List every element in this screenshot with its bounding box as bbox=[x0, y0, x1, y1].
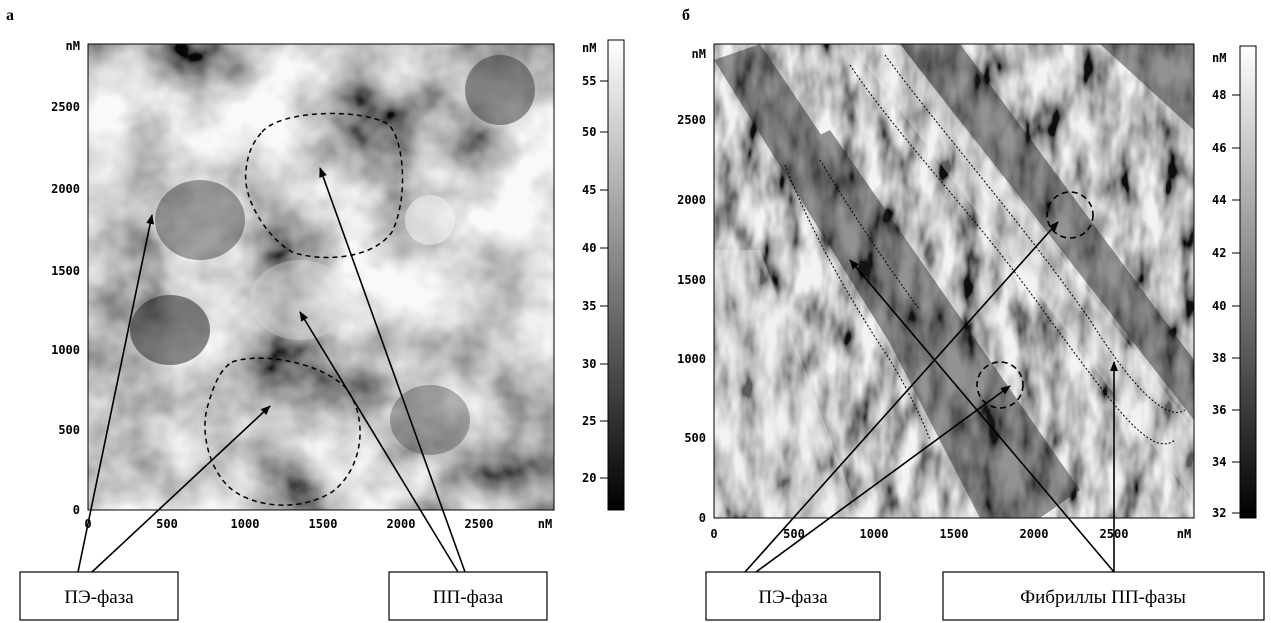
scale-tick-label: 44 bbox=[1212, 193, 1226, 207]
arrow-pe-2-b bbox=[755, 385, 1011, 573]
scale-tick-label: 35 bbox=[582, 299, 596, 313]
y-tick-label: 2000 bbox=[51, 182, 80, 196]
scale-unit-a: nM bbox=[582, 41, 596, 55]
x-unit-a: nM bbox=[538, 517, 552, 531]
label-fibrils-b: Фибриллы ПП-фазы bbox=[1020, 587, 1186, 608]
scale-tick-label: 34 bbox=[1212, 455, 1226, 469]
x-unit-b: nM bbox=[1177, 527, 1191, 541]
dashed-region-lower-a bbox=[204, 357, 361, 506]
y-tick-label: 500 bbox=[58, 423, 80, 437]
scale-tick-label: 32 bbox=[1212, 506, 1226, 520]
scale-tick-label: 25 bbox=[582, 414, 596, 428]
panel-letter-b: б bbox=[682, 7, 690, 24]
y-axis-a: nM 2500 2000 1500 1000 500 0 bbox=[51, 39, 80, 517]
panel-letter-a: а bbox=[6, 7, 14, 24]
scale-tick-label: 38 bbox=[1212, 351, 1226, 365]
scale-tick-label: 30 bbox=[582, 357, 596, 371]
fibril-outline-4-b bbox=[819, 159, 921, 311]
dashed-circle-upper-b bbox=[1046, 191, 1094, 239]
scale-tick-label: 48 bbox=[1212, 88, 1226, 102]
x-tick-label: 1500 bbox=[940, 527, 969, 541]
y-axis-b: nM 2500 2000 1500 1000 500 0 bbox=[677, 47, 706, 525]
y-tick-label: 1000 bbox=[677, 352, 706, 366]
fibril-outline-3-b bbox=[784, 164, 931, 441]
dashed-circle-lower-b bbox=[976, 361, 1024, 409]
fibril-outline-2-b bbox=[884, 54, 1186, 413]
label-pp-a: ПП-фаза bbox=[433, 587, 504, 608]
color-scale-b: nM 48 46 44 42 40 38 36 34 32 bbox=[1212, 45, 1257, 520]
arrow-pe-1-a bbox=[77, 214, 155, 573]
x-tick-label: 500 bbox=[783, 527, 805, 541]
scale-tick-label: 45 bbox=[582, 183, 596, 197]
arrow-pp-2-a bbox=[319, 167, 466, 573]
scale-tick-label: 20 bbox=[582, 471, 596, 485]
scale-tick-label: 42 bbox=[1212, 246, 1226, 260]
scale-unit-b: nM bbox=[1212, 51, 1226, 65]
y-tick-label: 500 bbox=[684, 431, 706, 445]
x-tick-label: 0 bbox=[710, 527, 717, 541]
label-box-fibrils-b: Фибриллы ПП-фазы bbox=[942, 571, 1265, 621]
scale-tick-label: 40 bbox=[582, 241, 596, 255]
arrow-fibril-1-b bbox=[849, 259, 1115, 573]
afm-image-b bbox=[713, 43, 1195, 519]
scale-tick-label: 50 bbox=[582, 125, 596, 139]
x-tick-label: 2000 bbox=[387, 517, 416, 531]
scale-tick-label: 46 bbox=[1212, 141, 1226, 155]
arrow-pe-1-b bbox=[744, 221, 1059, 573]
x-tick-label: 2500 bbox=[465, 517, 494, 531]
scale-tick-label: 36 bbox=[1212, 403, 1226, 417]
dashed-region-upper-a bbox=[244, 112, 404, 259]
y-tick-label: 2500 bbox=[677, 113, 706, 127]
x-tick-label: 1000 bbox=[860, 527, 889, 541]
panel-b: б bbox=[677, 7, 1265, 621]
scale-tick-label: 40 bbox=[1212, 299, 1226, 313]
y-tick-label: 1500 bbox=[677, 273, 706, 287]
arrow-pp-1-a bbox=[299, 311, 459, 573]
x-tick-label: 2000 bbox=[1020, 527, 1049, 541]
x-tick-label: 1500 bbox=[309, 517, 338, 531]
panel-a: а nM 2500 2000 1500 1000 500 0 bbox=[6, 7, 625, 621]
label-box-pe-b: ПЭ-фаза bbox=[705, 571, 881, 621]
label-box-pe-a: ПЭ-фаза bbox=[19, 571, 179, 621]
x-tick-label: 500 bbox=[156, 517, 178, 531]
label-pe-b: ПЭ-фаза bbox=[758, 587, 828, 608]
y-unit-b: nM bbox=[692, 47, 706, 61]
arrow-pe-2-a bbox=[91, 405, 271, 573]
label-pe-a: ПЭ-фаза bbox=[64, 587, 134, 608]
x-axis-a: 0 500 1000 1500 2000 2500 nM bbox=[84, 517, 552, 531]
fibril-outline-1-b bbox=[849, 64, 1176, 445]
y-tick-label: 0 bbox=[699, 511, 706, 525]
color-scale-a: nM 55 50 45 40 35 30 25 20 bbox=[582, 39, 625, 511]
afm-image-a bbox=[87, 43, 555, 511]
y-tick-label: 1500 bbox=[51, 264, 80, 278]
y-tick-label: 2000 bbox=[677, 193, 706, 207]
x-tick-label: 1000 bbox=[231, 517, 260, 531]
y-tick-label: 2500 bbox=[51, 100, 80, 114]
y-tick-label: 0 bbox=[73, 503, 80, 517]
y-tick-label: 1000 bbox=[51, 343, 80, 357]
scale-tick-label: 55 bbox=[582, 74, 596, 88]
label-box-pp-a: ПП-фаза bbox=[388, 571, 548, 621]
y-unit-a: nM bbox=[66, 39, 80, 53]
